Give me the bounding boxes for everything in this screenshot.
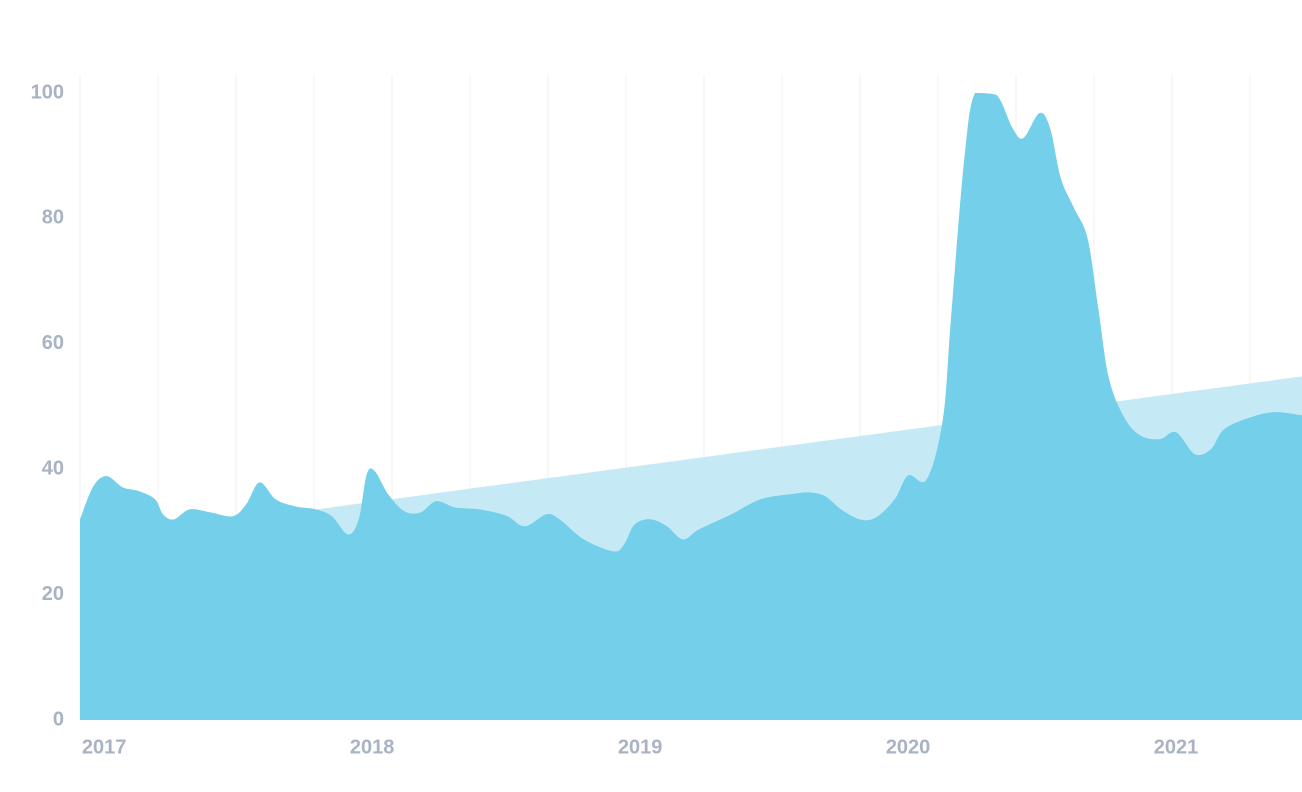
y-tick-label: 60 <box>42 332 64 354</box>
y-tick-label: 40 <box>42 457 64 479</box>
y-tick-label: 100 <box>31 81 64 103</box>
y-tick-label: 80 <box>42 207 64 229</box>
y-tick-label: 0 <box>53 708 64 730</box>
area <box>80 93 1302 720</box>
x-tick-label: 2019 <box>618 736 663 758</box>
x-tick-label: 2018 <box>350 736 395 758</box>
x-tick-label: 2017 <box>82 736 127 758</box>
x-tick-label: 2020 <box>886 736 931 758</box>
x-tick-label: 2021 <box>1154 736 1199 758</box>
y-tick-label: 20 <box>42 583 64 605</box>
